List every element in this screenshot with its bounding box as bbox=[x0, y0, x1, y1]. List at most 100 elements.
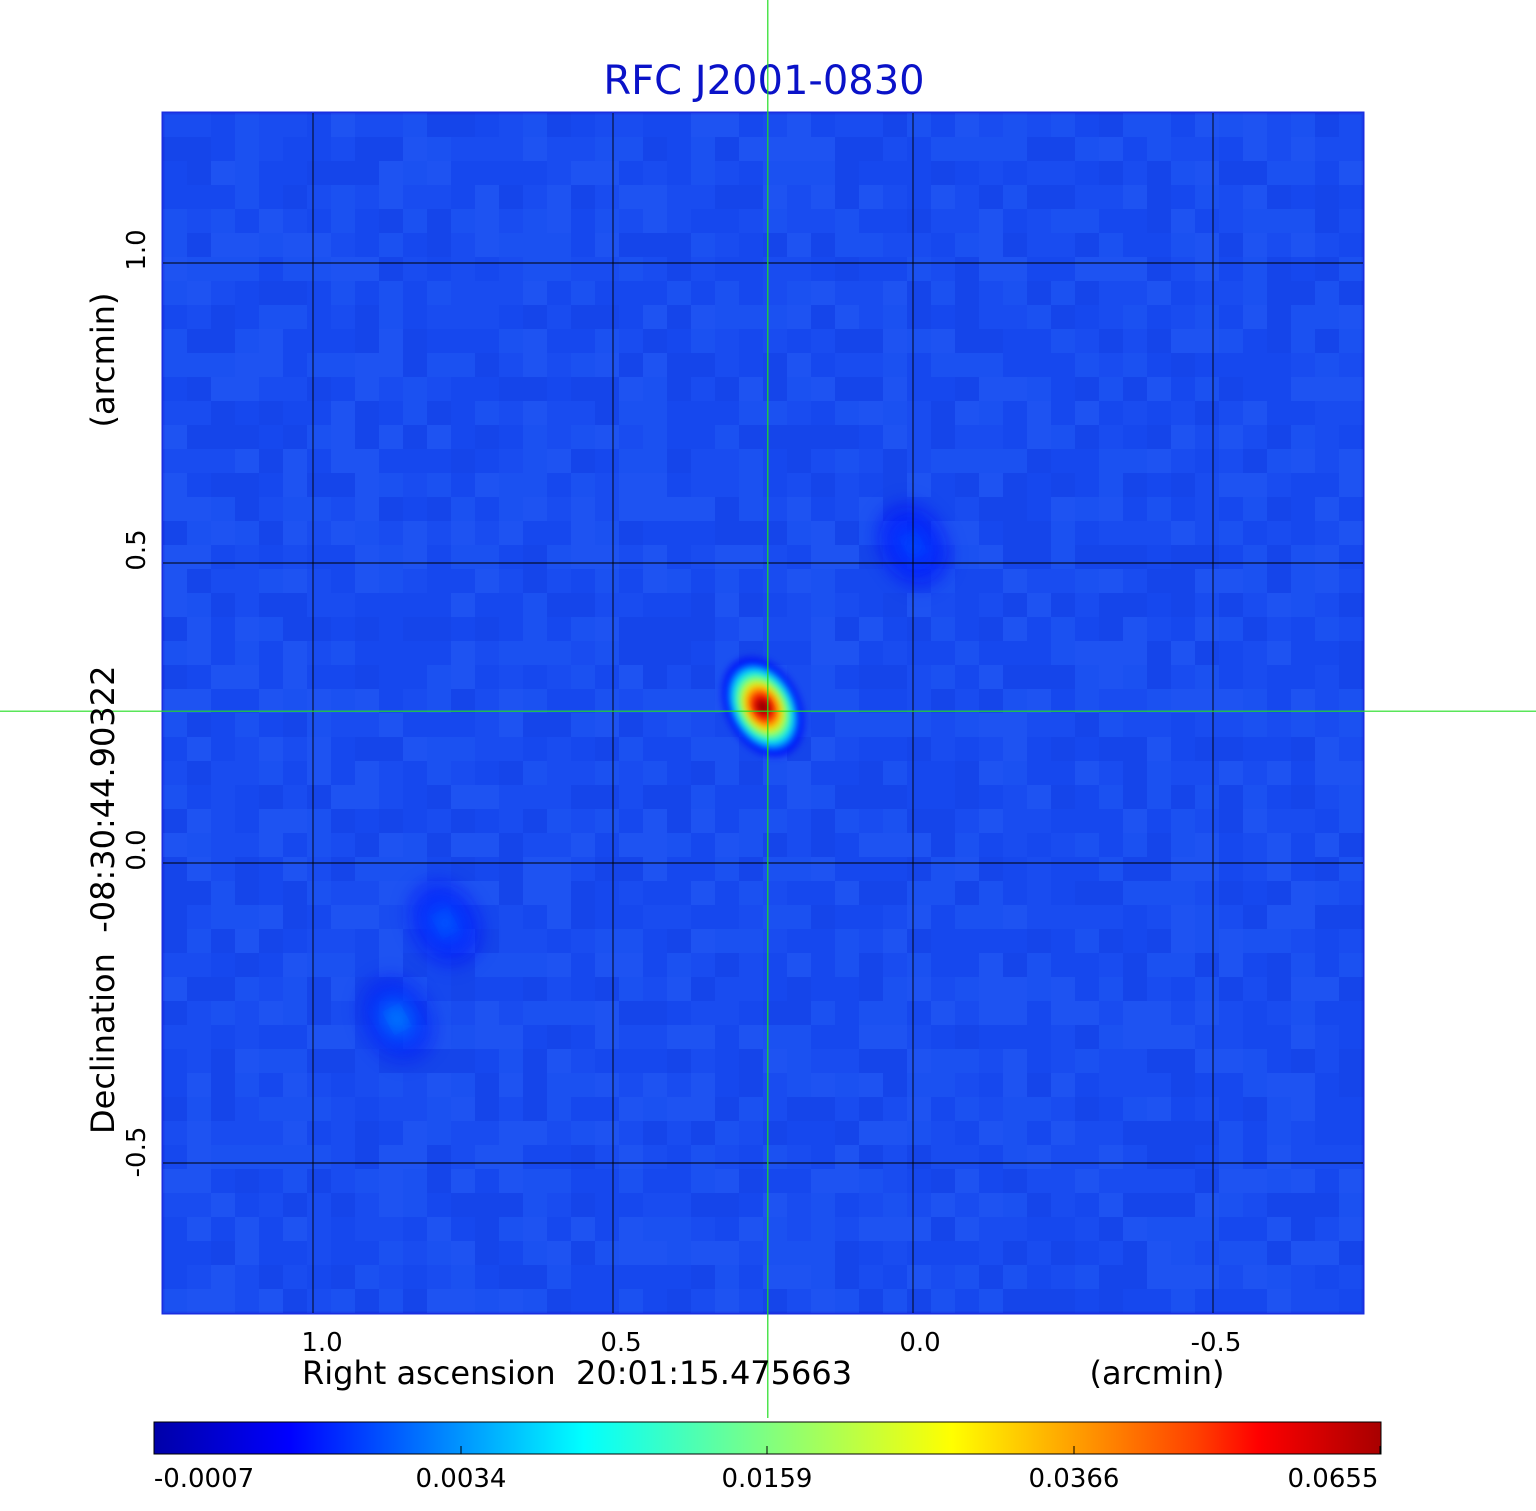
noise-cell bbox=[1267, 377, 1291, 401]
noise-cell bbox=[1051, 713, 1075, 737]
noise-cell bbox=[691, 545, 715, 569]
noise-cell bbox=[955, 377, 979, 401]
noise-cell bbox=[763, 329, 787, 353]
noise-cell bbox=[883, 977, 907, 1001]
noise-cell bbox=[1075, 233, 1099, 257]
noise-cell bbox=[499, 761, 523, 785]
noise-cell bbox=[907, 161, 931, 185]
noise-cell bbox=[835, 257, 859, 281]
noise-cell bbox=[163, 761, 187, 785]
noise-cell bbox=[955, 1001, 979, 1025]
noise-cell bbox=[283, 689, 307, 713]
noise-cell bbox=[1147, 1241, 1171, 1265]
noise-cell bbox=[595, 1049, 619, 1073]
noise-cell bbox=[1243, 449, 1267, 473]
noise-cell bbox=[1339, 113, 1363, 137]
noise-cell bbox=[571, 113, 595, 137]
noise-cell bbox=[1267, 473, 1291, 497]
noise-cell bbox=[283, 713, 307, 737]
noise-cell bbox=[1051, 209, 1075, 233]
noise-cell bbox=[787, 185, 811, 209]
noise-cell bbox=[523, 257, 547, 281]
noise-cell bbox=[379, 1097, 403, 1121]
noise-cell bbox=[379, 593, 403, 617]
noise-cell bbox=[427, 1145, 451, 1169]
noise-cell bbox=[1099, 161, 1123, 185]
noise-cell bbox=[643, 1097, 667, 1121]
noise-cell bbox=[331, 425, 355, 449]
noise-cell bbox=[571, 1265, 595, 1289]
noise-cell bbox=[331, 281, 355, 305]
noise-cell bbox=[763, 593, 787, 617]
noise-cell bbox=[355, 305, 379, 329]
noise-cell bbox=[547, 665, 571, 689]
noise-cell bbox=[163, 377, 187, 401]
noise-cell bbox=[619, 617, 643, 641]
noise-cell bbox=[907, 1265, 931, 1289]
noise-cell bbox=[187, 353, 211, 377]
noise-cell bbox=[883, 281, 907, 305]
noise-cell bbox=[883, 1025, 907, 1049]
noise-cell bbox=[1027, 929, 1051, 953]
noise-cell bbox=[1219, 689, 1243, 713]
noise-cell bbox=[523, 977, 547, 1001]
noise-cell bbox=[787, 353, 811, 377]
noise-cell bbox=[163, 1169, 187, 1193]
noise-cell bbox=[1339, 713, 1363, 737]
noise-cell bbox=[451, 1169, 475, 1193]
noise-cell bbox=[1219, 737, 1243, 761]
noise-cell bbox=[1051, 425, 1075, 449]
noise-cell bbox=[1243, 305, 1267, 329]
noise-cell bbox=[307, 1121, 331, 1145]
noise-cell bbox=[883, 161, 907, 185]
noise-cell bbox=[979, 1097, 1003, 1121]
noise-cell bbox=[475, 1169, 499, 1193]
noise-cell bbox=[931, 785, 955, 809]
noise-cell bbox=[979, 521, 1003, 545]
noise-cell bbox=[547, 1001, 571, 1025]
noise-cell bbox=[451, 113, 475, 137]
noise-cell bbox=[1075, 305, 1099, 329]
noise-cell bbox=[1339, 1265, 1363, 1289]
noise-cell bbox=[1339, 1217, 1363, 1241]
noise-cell bbox=[475, 1073, 499, 1097]
noise-cell bbox=[1123, 1073, 1147, 1097]
noise-cell bbox=[835, 113, 859, 137]
noise-cell bbox=[835, 185, 859, 209]
noise-cell bbox=[619, 1193, 643, 1217]
noise-cell bbox=[1003, 737, 1027, 761]
noise-cell bbox=[835, 1289, 859, 1313]
noise-cell bbox=[307, 1025, 331, 1049]
noise-cell bbox=[739, 113, 763, 137]
noise-cell bbox=[811, 1169, 835, 1193]
noise-cell bbox=[283, 161, 307, 185]
noise-cell bbox=[283, 953, 307, 977]
noise-cell bbox=[931, 1097, 955, 1121]
noise-cell bbox=[1003, 401, 1027, 425]
noise-cell bbox=[475, 785, 499, 809]
noise-cell bbox=[475, 497, 499, 521]
noise-cell bbox=[787, 257, 811, 281]
noise-cell bbox=[571, 521, 595, 545]
noise-cell bbox=[955, 329, 979, 353]
noise-cell bbox=[1099, 953, 1123, 977]
noise-cell bbox=[235, 473, 259, 497]
noise-cell bbox=[1171, 593, 1195, 617]
noise-cell bbox=[1315, 881, 1339, 905]
noise-cell bbox=[1195, 953, 1219, 977]
noise-cell bbox=[379, 425, 403, 449]
noise-cell bbox=[739, 1097, 763, 1121]
noise-cell bbox=[1003, 809, 1027, 833]
noise-cell bbox=[211, 1121, 235, 1145]
noise-cell bbox=[259, 137, 283, 161]
noise-cell bbox=[619, 953, 643, 977]
noise-cell bbox=[1147, 185, 1171, 209]
noise-cell bbox=[1291, 113, 1315, 137]
noise-cell bbox=[187, 617, 211, 641]
noise-cell bbox=[1291, 185, 1315, 209]
radio-sources bbox=[361, 503, 949, 1061]
noise-cell bbox=[451, 377, 475, 401]
noise-cell bbox=[1147, 641, 1171, 665]
noise-cell bbox=[427, 977, 451, 1001]
noise-cell bbox=[283, 233, 307, 257]
